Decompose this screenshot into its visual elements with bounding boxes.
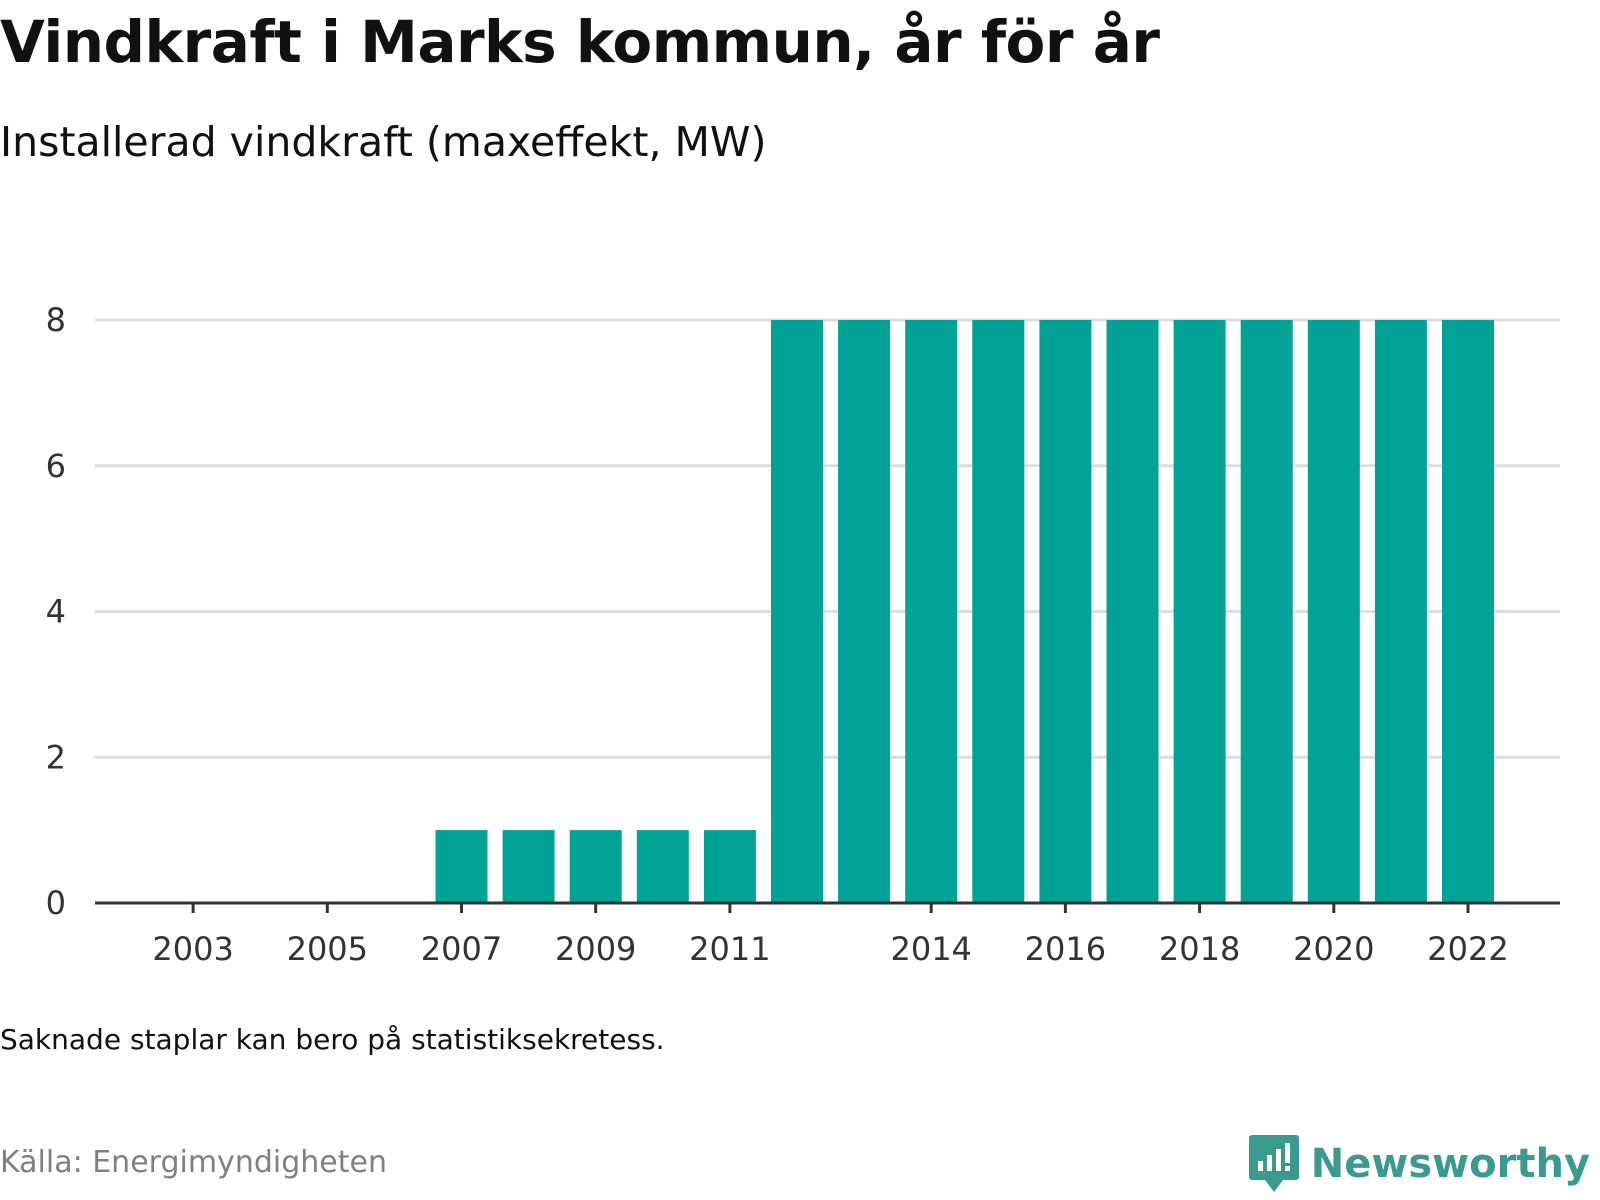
x-tick-label: 2009 xyxy=(555,930,636,968)
bars xyxy=(435,320,1494,903)
bar-2015 xyxy=(972,320,1025,903)
x-tick-label: 2016 xyxy=(1025,930,1106,968)
y-tick-label: 6 xyxy=(46,447,66,485)
y-tick-label: 4 xyxy=(46,593,66,631)
y-tick-label: 8 xyxy=(46,301,66,339)
bar-2018 xyxy=(1173,320,1226,903)
x-tick-label: 2011 xyxy=(689,930,770,968)
x-tick-label: 2003 xyxy=(152,930,233,968)
x-tick-label: 2014 xyxy=(890,930,971,968)
bar-2013 xyxy=(838,320,891,903)
chart-title: Vindkraft i Marks kommun, år för år xyxy=(0,8,1160,76)
bar-2007 xyxy=(435,830,488,903)
bar-chart: 0 2 4 6 8 2003 2005 2007 2009 2011 2014 2016 2018 202… xyxy=(46,301,1560,968)
x-tick-label: 2007 xyxy=(421,930,502,968)
newsworthy-logo-icon xyxy=(1248,1135,1299,1192)
bar-2012 xyxy=(771,320,823,903)
y-tick-label: 2 xyxy=(46,738,66,776)
chart-note: Saknade staplar kan bero på statistiksek… xyxy=(0,1023,665,1056)
bar-2011 xyxy=(703,830,756,903)
bar-2014 xyxy=(905,320,958,903)
bar-2022 xyxy=(1442,320,1494,903)
y-tick-label: 0 xyxy=(46,884,66,922)
bar-2008 xyxy=(502,830,555,903)
bar-2016 xyxy=(1039,320,1092,903)
bar-2021 xyxy=(1374,320,1427,903)
source-credit: Källa: Energimyndigheten xyxy=(0,1145,387,1180)
x-tick-label: 2020 xyxy=(1293,930,1374,968)
brand-name: Newsworthy xyxy=(1310,1141,1590,1187)
bar-2019 xyxy=(1240,320,1293,903)
x-tick-label: 2022 xyxy=(1427,930,1508,968)
x-tick-label: 2018 xyxy=(1159,930,1240,968)
axes: 0 2 4 6 8 2003 2005 2007 2009 2011 2014 2016 2018 202… xyxy=(46,301,1560,968)
bar-2020 xyxy=(1307,320,1360,903)
brand-logo: Newsworthy xyxy=(1248,1135,1590,1193)
chart-subtitle: Installerad vindkraft (maxeffekt, MW) xyxy=(0,118,767,166)
bar-2017 xyxy=(1106,320,1159,903)
bar-2010 xyxy=(636,830,689,903)
x-tick-label: 2005 xyxy=(287,930,368,968)
bar-2009 xyxy=(569,830,622,903)
